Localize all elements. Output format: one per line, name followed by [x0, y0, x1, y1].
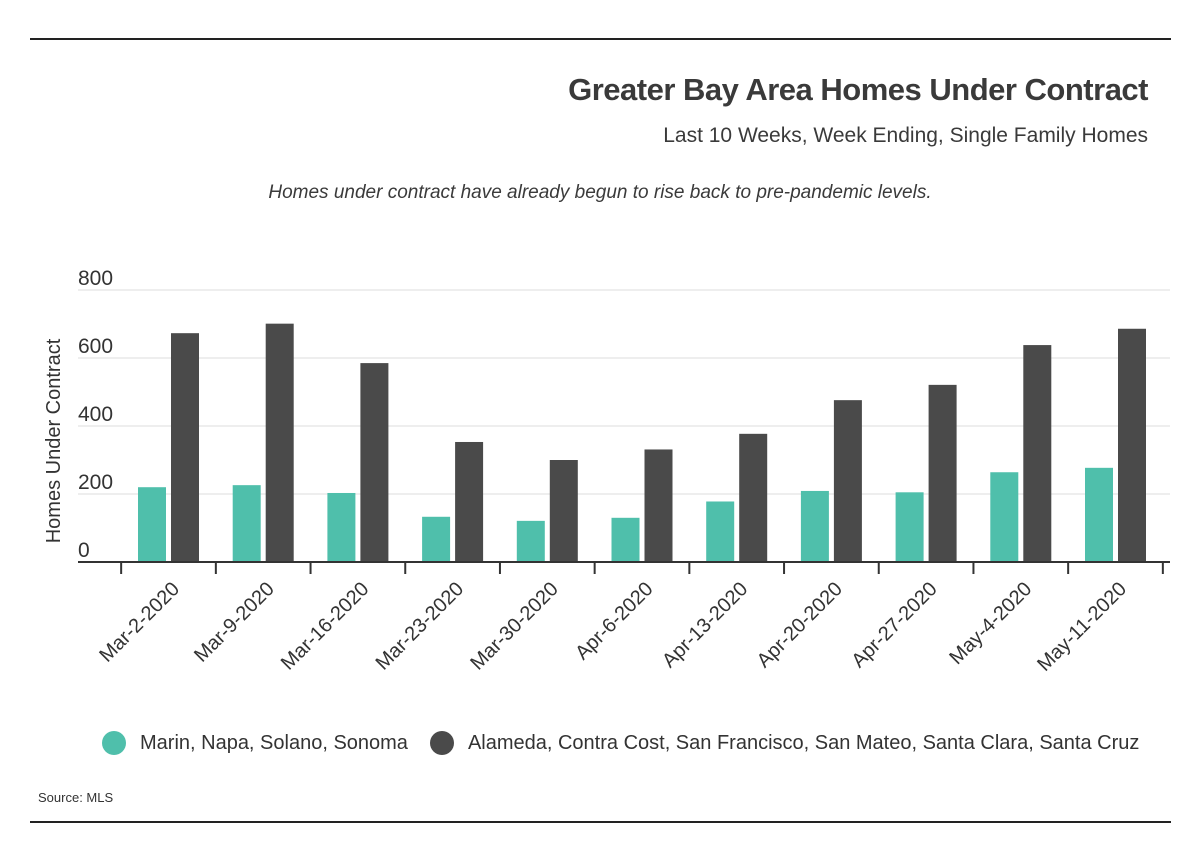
- bar-north-bay: [706, 501, 735, 562]
- x-tick-label: Apr-6-2020: [571, 578, 657, 664]
- gridlines: [78, 289, 1170, 495]
- x-tick-label: May-11-2020: [1033, 578, 1131, 676]
- x-tick-label: Apr-27-2020: [847, 578, 941, 672]
- x-tick-labels: Mar-2-2020 Mar-9-2020Mar-16-2020Mar-23-20…: [95, 578, 1131, 676]
- legend-swatch-core-bay: [429, 731, 454, 755]
- y-tick-label: 400: [78, 403, 113, 426]
- chart-title: Greater Bay Area Homes Under Contract: [568, 72, 1148, 107]
- chart-subtitle: Last 10 Weeks, Week Ending, Single Famil…: [663, 124, 1148, 147]
- legend: Marin, Napa, Solano, Sonoma Alameda, Con…: [102, 731, 1161, 755]
- y-tick-label: 0: [78, 539, 90, 562]
- x-tick-label: Mar-23-2020: [372, 578, 469, 675]
- bar-core-bay: [739, 433, 768, 562]
- legend-swatch-north-bay: [102, 731, 126, 755]
- bar-north-bay: [138, 487, 166, 562]
- chart-annotation: Homes under contract have already begun …: [268, 182, 932, 203]
- y-tick-label: 200: [78, 471, 113, 494]
- bar-north-bay: [327, 492, 356, 562]
- bar-core-bay: [171, 333, 199, 562]
- x-tick-label: May-4-2020: [945, 578, 1036, 669]
- bar-core-bay: [1118, 328, 1146, 562]
- x-tick-label: Mar-9-2020: [190, 578, 279, 667]
- bottom-rule: [30, 821, 1171, 823]
- legend-label-north-bay: Marin, Napa, Solano, Sonoma: [140, 731, 408, 754]
- bar-core-bay: [644, 449, 673, 562]
- bars: [138, 323, 1146, 562]
- bar-chart: 0 200 400 600 800 Homes Under Contract Mar-2…: [43, 267, 1170, 676]
- y-tick-labels: 0 200 400 600 800: [78, 267, 113, 562]
- bar-core-bay: [833, 400, 862, 562]
- bar-north-bay: [1085, 467, 1113, 562]
- y-tick-label: 800: [78, 267, 113, 290]
- bar-core-bay: [928, 384, 957, 562]
- legend-item-core-bay: Alameda, Contra Cost, San Francisco, San…: [429, 731, 1140, 755]
- bar-core-bay: [1023, 345, 1052, 562]
- legend-label-core-bay: Alameda, Contra Cost, San Francisco, San…: [467, 731, 1140, 754]
- x-ticks: [120, 562, 1164, 574]
- bar-north-bay: [611, 517, 640, 562]
- bar-north-bay: [895, 492, 924, 562]
- x-tick-label: Apr-13-2020: [658, 578, 752, 672]
- top-rule: [30, 38, 1171, 40]
- bar-core-bay: [549, 460, 578, 562]
- bar-north-bay: [800, 490, 829, 562]
- legend-item-north-bay: Marin, Napa, Solano, Sonoma: [102, 731, 408, 755]
- x-tick-label: Apr-20-2020: [753, 578, 847, 672]
- bar-north-bay: [232, 485, 261, 562]
- bar-north-bay: [990, 472, 1019, 562]
- x-tick-label: Mar-16-2020: [277, 578, 374, 675]
- x-tick-label: Mar-2-2020: [95, 578, 184, 667]
- bar-core-bay: [360, 363, 389, 562]
- y-tick-label: 600: [78, 335, 113, 358]
- bar-north-bay: [516, 520, 545, 562]
- bar-north-bay: [422, 516, 451, 562]
- source-note: Source: MLS: [38, 790, 114, 805]
- y-axis-label: Homes Under Contract: [43, 338, 65, 543]
- x-tick-label: Mar-30-2020: [466, 578, 563, 675]
- bar-core-bay: [455, 441, 484, 562]
- bar-core-bay: [265, 323, 294, 562]
